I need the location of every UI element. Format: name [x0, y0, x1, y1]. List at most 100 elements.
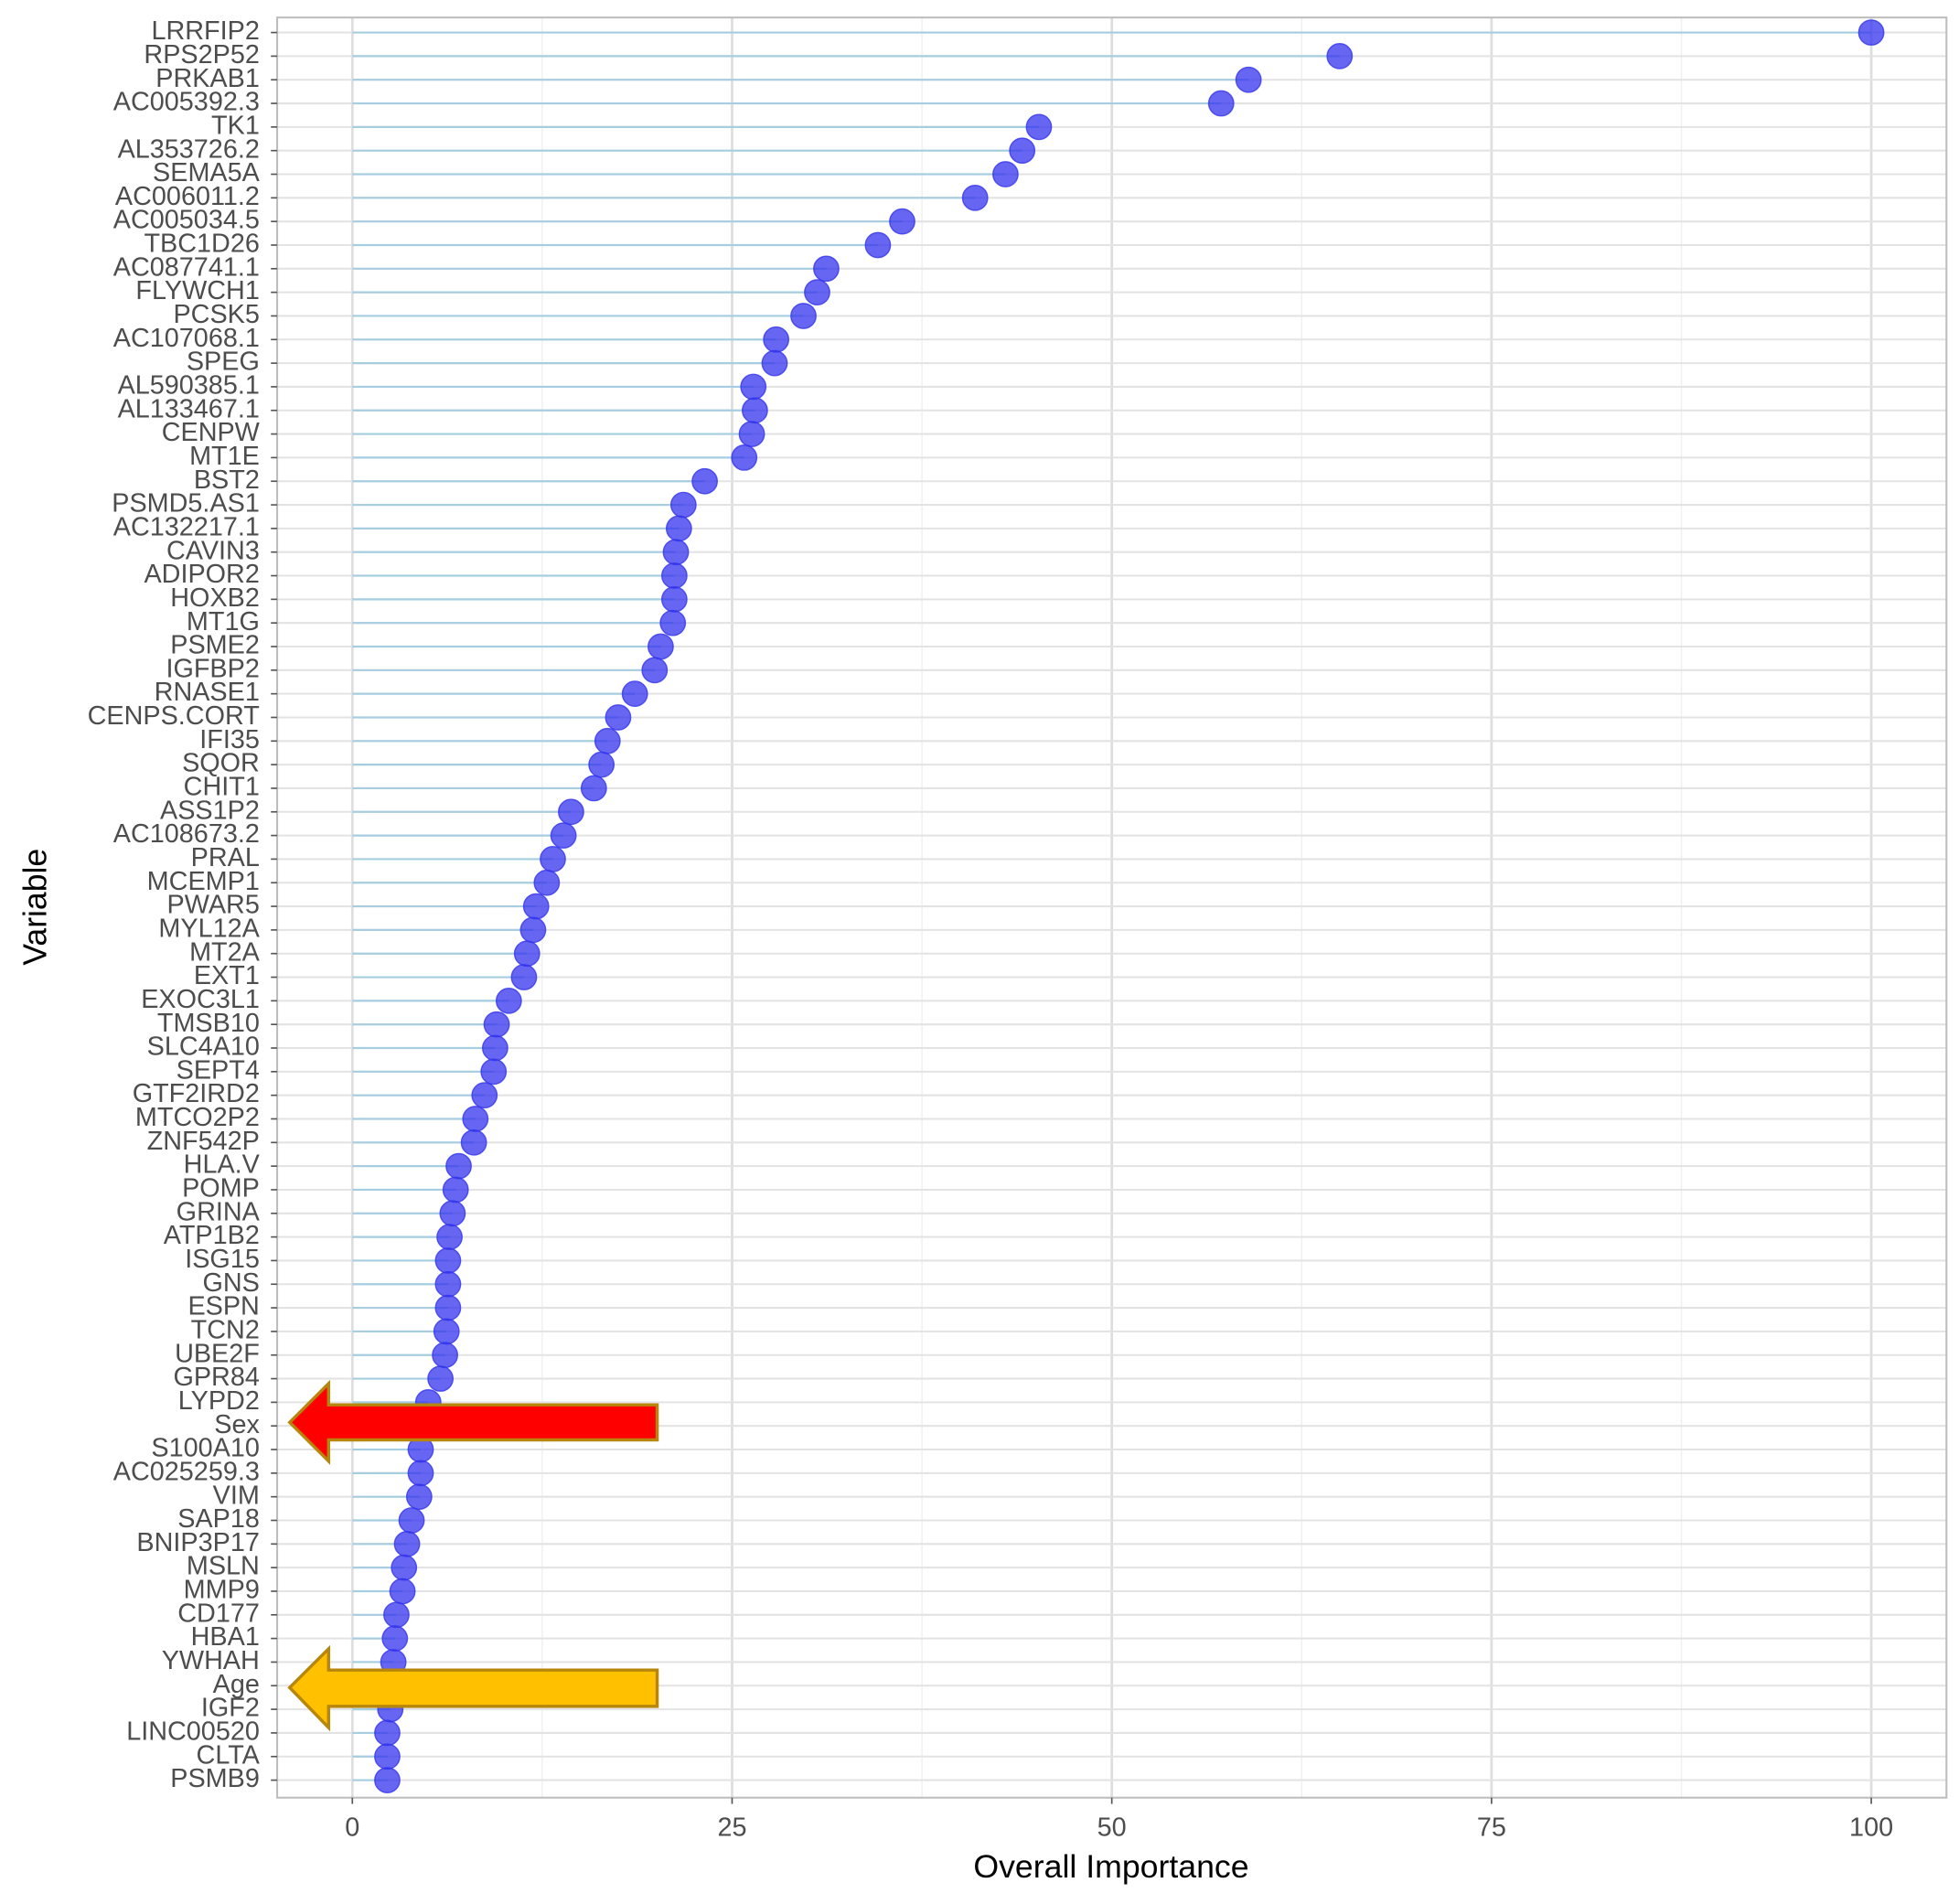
y-tick-label: MT1G — [187, 607, 260, 636]
point — [804, 279, 830, 305]
point — [381, 1625, 409, 1652]
y-tick-label: AC108673.2 — [113, 819, 260, 849]
point — [580, 775, 607, 802]
point — [1025, 113, 1053, 141]
point — [889, 208, 915, 235]
y-tick-label: ZNF542P — [147, 1127, 260, 1156]
y-tick-label: BST2 — [194, 465, 260, 495]
y-tick-label: CAVIN3 — [166, 536, 260, 565]
point — [1009, 137, 1036, 165]
y-tick-label: EXOC3L1 — [141, 985, 260, 1014]
y-tick-label: FLYWCH1 — [135, 276, 259, 305]
y-tick-label: SPEG — [187, 348, 260, 377]
point — [407, 1460, 434, 1487]
y-tick-label: GPR84 — [173, 1363, 259, 1392]
y-tick-label: EXT1 — [194, 961, 260, 990]
point — [391, 1554, 418, 1581]
point — [961, 184, 989, 211]
y-tick-label: PSME2 — [170, 631, 260, 660]
y-tick-label: LINC00520 — [126, 1717, 260, 1747]
y-tick-label: MMP9 — [184, 1576, 260, 1605]
y-tick-label: GNS — [202, 1268, 259, 1298]
y-tick-label: HBA1 — [191, 1622, 260, 1652]
y-tick-label: AL353726.2 — [118, 134, 260, 164]
y-tick-label: PRAL — [191, 843, 260, 872]
x-tick-label: 100 — [1849, 1813, 1893, 1843]
point — [731, 444, 758, 471]
point — [480, 1058, 508, 1086]
red-arrow — [287, 1379, 659, 1465]
point — [659, 609, 687, 636]
point — [481, 1034, 508, 1062]
labels: 0 25 50 75 100 LRRFIP2RPS2P52PRKAB1AC005392.3… — [88, 16, 1893, 1842]
point — [522, 893, 550, 920]
y-tick-label: YWHAH — [162, 1646, 260, 1675]
y-tick-label: CENPW — [162, 418, 261, 447]
y-tick-label: IGFBP2 — [166, 654, 259, 683]
point — [389, 1578, 416, 1605]
point — [374, 1719, 401, 1747]
point — [662, 539, 690, 566]
point — [533, 869, 561, 896]
point — [442, 1176, 469, 1203]
point — [738, 421, 765, 447]
y-tick-label: IGF2 — [201, 1694, 260, 1723]
y-tick-label: PSMB9 — [170, 1764, 260, 1793]
point — [558, 798, 584, 826]
point — [460, 1128, 487, 1156]
point — [1235, 66, 1262, 93]
y-tick-label: TK1 — [211, 111, 260, 140]
y-tick-label: S100A10 — [151, 1434, 259, 1463]
y-tick-label: CENPS.CORT — [88, 701, 260, 731]
point — [741, 397, 768, 424]
point — [550, 822, 577, 849]
point — [540, 846, 566, 872]
point — [374, 1743, 401, 1770]
marks — [352, 19, 1885, 1793]
y-tick-label: SLC4A10 — [147, 1032, 260, 1062]
point — [433, 1318, 460, 1345]
point — [434, 1270, 462, 1298]
point — [383, 1601, 410, 1629]
point — [992, 161, 1019, 187]
point — [763, 326, 790, 353]
point — [621, 680, 648, 708]
y-tick-label: ESPN — [187, 1292, 259, 1321]
point — [374, 1767, 401, 1793]
point — [398, 1507, 425, 1534]
y-tick-label: HLA.V — [184, 1150, 261, 1180]
point — [519, 916, 547, 944]
y-tick-label: MCEMP1 — [147, 867, 260, 896]
y-tick-label: SAP18 — [177, 1504, 260, 1534]
y-tick-label: SEPT4 — [177, 1055, 260, 1085]
point — [660, 562, 688, 589]
y-tick-label: GTF2IRD2 — [133, 1079, 260, 1108]
y-tick-label: CD177 — [177, 1599, 260, 1628]
point — [864, 231, 892, 259]
y-tick-label: LRRFIP2 — [151, 16, 259, 46]
point — [436, 1224, 463, 1250]
point — [495, 988, 522, 1014]
y-tick-label: CHIT1 — [184, 773, 260, 802]
x-tick-label: 50 — [1097, 1813, 1127, 1843]
y-tick-label: POMP — [182, 1174, 260, 1203]
point — [439, 1200, 466, 1227]
y-tick-label: GRINA — [177, 1197, 261, 1226]
y-tick-label: RPS2P52 — [144, 40, 259, 70]
y-tick-label: IFI35 — [199, 725, 260, 754]
point — [510, 964, 538, 990]
y-tick-label: PSMD5.AS1 — [112, 489, 260, 519]
y-tick-label: SEMA5A — [153, 158, 261, 187]
point — [1857, 19, 1885, 46]
y-tick-label: LYPD2 — [178, 1386, 260, 1416]
y-tick-label: MTCO2P2 — [135, 1103, 260, 1132]
y-tick-label: AL590385.1 — [118, 371, 260, 401]
y-tick-label: ASS1P2 — [160, 796, 260, 825]
y-tick-label: ADIPOR2 — [144, 560, 259, 589]
y-tick-label: AC006011.2 — [115, 182, 260, 211]
point — [405, 1483, 433, 1511]
point — [432, 1342, 458, 1369]
x-tick-label: 75 — [1477, 1813, 1506, 1843]
y-tick-label: VIM — [213, 1481, 260, 1510]
y-tick-label: SQOR — [182, 749, 260, 778]
